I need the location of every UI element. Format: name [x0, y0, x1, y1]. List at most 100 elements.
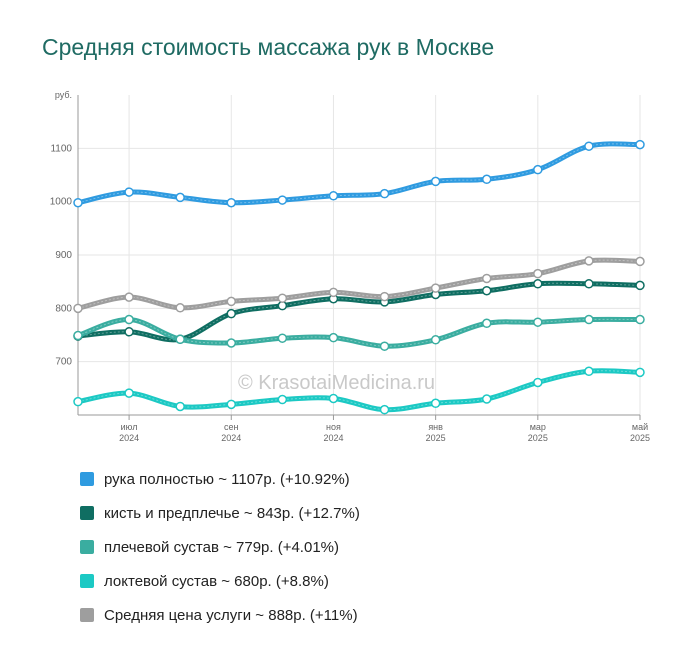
data-point[interactable] — [584, 314, 594, 325]
legend-item[interactable]: локтевой сустав ~ 680р. (+8.8%) — [80, 564, 360, 598]
y-tick-label: 800 — [55, 303, 72, 314]
legend-swatch — [80, 540, 94, 554]
data-point[interactable] — [430, 176, 441, 187]
data-point[interactable] — [124, 187, 134, 197]
legend-item[interactable]: рука полностью ~ 1107р. (+10.92%) — [80, 462, 360, 496]
series-group — [73, 256, 645, 314]
legend-item[interactable]: плечевой сустав ~ 779р. (+4.01%) — [80, 530, 360, 564]
x-tick-label: мар — [530, 422, 546, 432]
legend-label: рука полностью ~ 1107р. (+10.92%) — [104, 470, 350, 488]
data-point[interactable] — [73, 303, 83, 314]
axes: 70080090010001100руб.июл2024сен2024ноя20… — [50, 90, 650, 443]
data-point[interactable] — [430, 335, 441, 345]
data-point[interactable] — [481, 394, 492, 404]
y-tick-label: 900 — [55, 250, 72, 261]
legend-item[interactable]: кисть и предплечье ~ 843р. (+12.7%) — [80, 496, 360, 530]
legend: рука полностью ~ 1107р. (+10.92%) кисть … — [80, 462, 360, 632]
data-point[interactable] — [584, 366, 594, 377]
x-tick-label: июл — [121, 422, 138, 432]
data-point[interactable] — [175, 303, 185, 313]
data-point[interactable] — [533, 268, 543, 279]
data-point[interactable] — [379, 404, 390, 415]
data-point[interactable] — [328, 287, 339, 298]
data-point[interactable] — [481, 273, 492, 284]
data-point[interactable] — [277, 333, 288, 343]
x-tick-label: 2024 — [221, 433, 241, 443]
legend-swatch — [80, 506, 94, 520]
data-point[interactable] — [584, 256, 594, 266]
data-point[interactable] — [481, 318, 492, 329]
data-point[interactable] — [533, 164, 543, 175]
data-point[interactable] — [533, 279, 543, 289]
data-point[interactable] — [635, 314, 645, 325]
series-group — [73, 279, 645, 345]
legend-swatch — [80, 574, 94, 588]
legend-label: локтевой сустав ~ 680р. (+8.8%) — [104, 572, 329, 590]
data-point[interactable] — [533, 317, 543, 327]
y-tick-label: 1100 — [50, 143, 72, 154]
legend-label: Средняя цена услуги ~ 888р. (+11%) — [104, 606, 358, 624]
data-point[interactable] — [73, 197, 83, 208]
data-point[interactable] — [277, 195, 288, 205]
data-point[interactable] — [124, 388, 134, 398]
data-point[interactable] — [124, 327, 134, 337]
data-point[interactable] — [328, 393, 339, 404]
data-point[interactable] — [430, 283, 441, 293]
data-point[interactable] — [73, 396, 83, 407]
x-tick-label: янв — [428, 422, 443, 432]
x-tick-label: ноя — [326, 422, 341, 432]
x-tick-label: 2025 — [528, 433, 548, 443]
data-point[interactable] — [175, 334, 185, 345]
data-point[interactable] — [481, 285, 492, 296]
series-lines — [73, 139, 645, 415]
data-point[interactable] — [635, 367, 645, 378]
x-tick-label: 2024 — [323, 433, 343, 443]
data-point[interactable] — [430, 398, 441, 409]
data-point[interactable] — [635, 280, 645, 291]
x-tick-label: 2025 — [630, 433, 650, 443]
data-point[interactable] — [635, 256, 645, 267]
data-point[interactable] — [124, 292, 134, 302]
data-point[interactable] — [226, 338, 237, 348]
data-point[interactable] — [175, 401, 185, 412]
data-point[interactable] — [175, 192, 185, 203]
data-point[interactable] — [379, 291, 390, 302]
data-point[interactable] — [124, 314, 134, 325]
x-tick-label: 2024 — [119, 433, 139, 443]
data-point[interactable] — [584, 141, 594, 151]
legend-item[interactable]: Средняя цена услуги ~ 888р. (+11%) — [80, 598, 360, 632]
legend-swatch — [80, 608, 94, 622]
x-tick-label: май — [632, 422, 648, 432]
data-point[interactable] — [635, 139, 645, 150]
series-group — [73, 366, 645, 415]
data-point[interactable] — [277, 394, 288, 405]
grid — [78, 95, 641, 415]
legend-label: кисть и предплечье ~ 843р. (+12.7%) — [104, 504, 360, 522]
data-point[interactable] — [481, 174, 492, 185]
watermark: © KrasotaiMedicina.ru — [238, 372, 436, 394]
data-point[interactable] — [226, 296, 237, 307]
series-group — [73, 314, 645, 351]
x-tick-label: сен — [224, 422, 239, 432]
data-point[interactable] — [584, 279, 594, 289]
data-point[interactable] — [226, 308, 237, 319]
legend-label: плечевой сустав ~ 779р. (+4.01%) — [104, 538, 339, 556]
chart-title: Средняя стоимость массажа рук в Москве — [42, 34, 495, 60]
data-point[interactable] — [226, 197, 237, 208]
data-point[interactable] — [328, 332, 339, 343]
data-point[interactable] — [277, 293, 288, 303]
y-tick-label: 1000 — [50, 197, 73, 208]
data-point[interactable] — [328, 191, 339, 201]
y-axis-unit: руб. — [55, 90, 72, 100]
y-tick-label: 700 — [55, 357, 72, 368]
data-point[interactable] — [533, 377, 543, 388]
series-group — [73, 139, 645, 208]
legend-swatch — [80, 472, 94, 486]
x-tick-label: 2025 — [426, 433, 446, 443]
data-point[interactable] — [379, 341, 390, 351]
series-line — [75, 141, 643, 206]
data-point[interactable] — [73, 330, 83, 341]
data-point[interactable] — [226, 399, 237, 410]
line-chart: 70080090010001100руб.июл2024сен2024ноя20… — [50, 90, 650, 443]
data-point[interactable] — [379, 188, 390, 199]
